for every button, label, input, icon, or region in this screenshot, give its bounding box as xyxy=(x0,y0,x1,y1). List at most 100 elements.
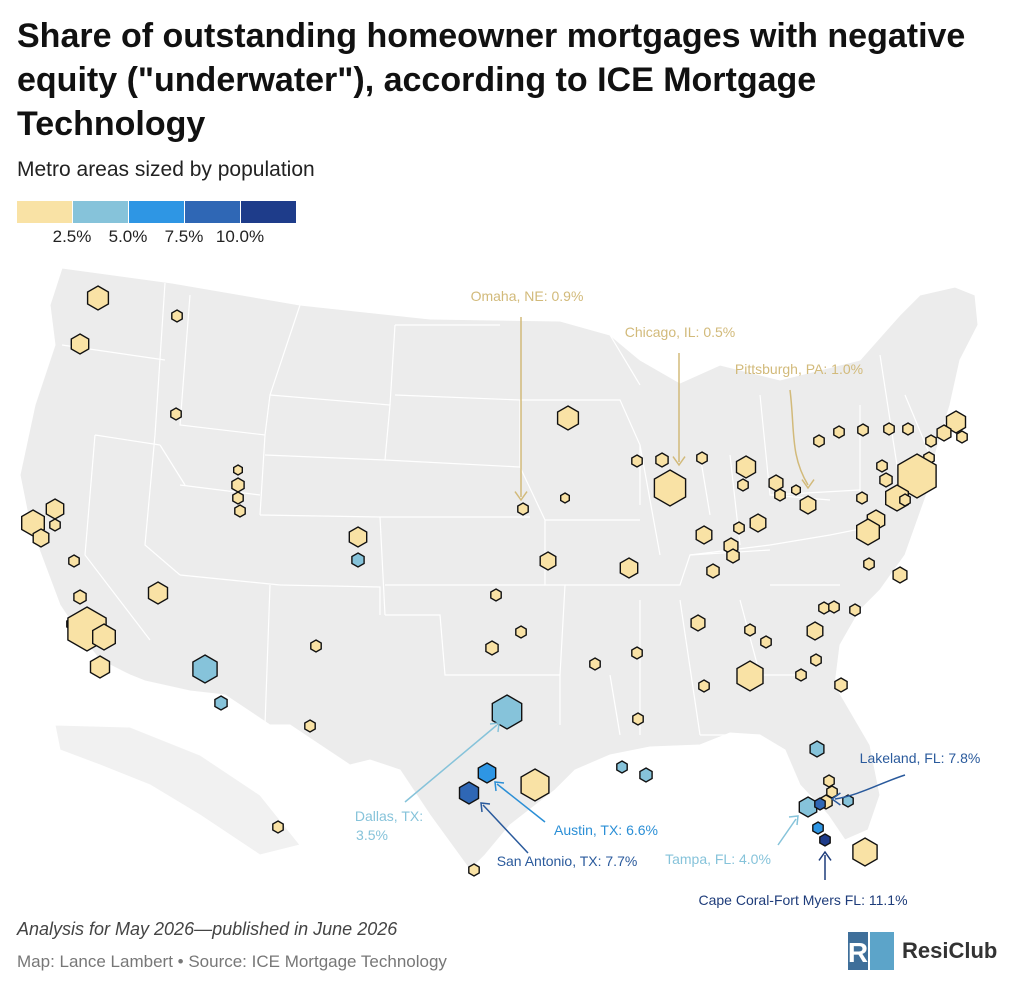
chart-subtitle: Metro areas sized by population xyxy=(17,158,315,181)
callout-arrowhead xyxy=(480,802,491,813)
metro-hexagon xyxy=(616,760,628,774)
metro-hexagon xyxy=(639,767,653,783)
metro-hexagon xyxy=(348,526,368,548)
callout-dallas: Dallas, TX: 3.5% xyxy=(355,722,500,843)
metro-hexagon xyxy=(589,657,601,671)
callout-arrowhead xyxy=(514,491,528,502)
metro-hexagon xyxy=(485,640,499,656)
metro-hexagon xyxy=(632,712,644,726)
metro-hexagon xyxy=(232,464,244,476)
metro-hexagon xyxy=(849,603,861,617)
metro-hexagon xyxy=(690,614,706,632)
metro-hexagon xyxy=(68,554,80,568)
callout-label: Dallas, TX: xyxy=(355,808,423,824)
callout-arrowhead xyxy=(818,850,832,861)
metro-hexagon xyxy=(304,719,316,733)
callout-line xyxy=(789,389,809,486)
callout-arrowhead xyxy=(489,722,500,733)
metro-hexagon xyxy=(819,833,831,847)
metro-hexagon xyxy=(272,820,284,834)
metro-hexagon xyxy=(192,654,218,684)
metro-hexagon xyxy=(760,635,772,649)
callouts: Omaha, NE: 0.9% Chicago, IL: 0.5% Pittsbur… xyxy=(355,288,980,908)
metro-hexagon xyxy=(883,422,895,436)
metro-hexagon xyxy=(791,484,801,496)
legend-swatch-2 xyxy=(129,201,184,223)
callout-label: 3.5% xyxy=(356,827,388,843)
metro-hexagon xyxy=(813,434,825,448)
metro-hexagon xyxy=(810,653,822,667)
legend-label-2: 7.5% xyxy=(164,227,204,246)
metro-hexagon xyxy=(73,589,87,605)
metro-hexagon xyxy=(234,504,246,518)
metro-hexagon xyxy=(653,469,687,507)
callout-line xyxy=(777,818,797,846)
metro-hexagon xyxy=(856,518,880,546)
callout-arrowhead xyxy=(788,815,799,826)
metro-hexagon xyxy=(619,557,639,579)
metro-hexagon xyxy=(458,781,480,805)
metro-hexagon xyxy=(925,434,937,448)
metro-hexagon xyxy=(876,459,888,473)
metro-hexagon xyxy=(86,285,110,311)
metro-hexagon xyxy=(631,454,643,468)
metro-hexagon xyxy=(852,837,878,867)
callout-label: Austin, TX: 6.6% xyxy=(554,822,658,838)
metro-hexagon xyxy=(856,491,868,505)
us-map: Omaha, NE: 0.9% Chicago, IL: 0.5% Pittsbur… xyxy=(19,267,980,908)
metro-hexagon xyxy=(945,410,967,434)
callout-san-antonio: San Antonio, TX: 7.7% xyxy=(480,802,638,869)
metro-hexagon xyxy=(214,695,228,711)
legend-swatch-3 xyxy=(185,201,240,223)
metro-hexagon xyxy=(231,477,245,493)
metro-hexagon xyxy=(899,493,911,507)
metro-hexagon xyxy=(823,774,835,788)
metro-hexagon xyxy=(798,796,818,818)
legend-label-0: 2.5% xyxy=(52,227,92,246)
metro-hexagon xyxy=(818,601,830,615)
metro-hexagon xyxy=(232,491,244,505)
metro-hexagon xyxy=(902,422,914,436)
metro-hexagon xyxy=(147,581,169,605)
metro-hexagon xyxy=(468,863,480,877)
metro-hexagon xyxy=(698,679,710,693)
chart-title: Share of outstanding homeowner mortgages… xyxy=(17,17,966,143)
metro-hexagon xyxy=(936,424,952,442)
metro-hexagon xyxy=(45,498,65,520)
metro-hexagon xyxy=(517,502,529,516)
metro-hexagon xyxy=(814,797,826,811)
metro-hexagon xyxy=(726,548,740,564)
metro-hexagon xyxy=(833,425,845,439)
callout-label: San Antonio, TX: 7.7% xyxy=(497,853,638,869)
metro-hexagon xyxy=(560,492,570,504)
metro-hexagon xyxy=(91,623,117,651)
metro-hexagon xyxy=(655,452,669,468)
metro-hexagon xyxy=(812,821,824,835)
metro-hexagon xyxy=(744,623,756,637)
metro-hexagon xyxy=(828,600,840,614)
metro-hexagon xyxy=(736,660,764,692)
metro-hexagon xyxy=(170,407,182,421)
callout-label: Tampa, FL: 4.0% xyxy=(665,851,771,867)
state-borders xyxy=(61,282,931,736)
metro-hexagon xyxy=(749,513,767,533)
metro-hexagon xyxy=(491,694,523,730)
callout-arrowhead xyxy=(672,456,686,467)
source-credit: Map: Lance Lambert • Source: ICE Mortgag… xyxy=(17,952,447,971)
us-landmass xyxy=(19,267,979,871)
legend-label-1: 5.0% xyxy=(108,227,148,246)
metro-hexagon xyxy=(863,557,875,571)
metro-hexagon xyxy=(809,740,825,758)
metro-hexagon xyxy=(49,518,61,532)
metro-hexagon xyxy=(695,525,713,545)
metro-hexagon xyxy=(490,588,502,602)
metro-hexagon xyxy=(879,472,893,488)
metro-hexagon xyxy=(696,451,708,465)
callout-arrowhead xyxy=(801,479,815,490)
callout-cape-coral: Cape Coral-Fort Myers FL: 11.1% xyxy=(698,850,908,908)
legend-swatch-4 xyxy=(241,201,296,223)
metro-hexagon xyxy=(631,646,643,660)
legend-labels: 2.5% 5.0% 7.5% 10.0% xyxy=(17,223,297,247)
callout-label: Omaha, NE: 0.9% xyxy=(471,288,584,304)
metro-hexagon xyxy=(539,551,557,571)
